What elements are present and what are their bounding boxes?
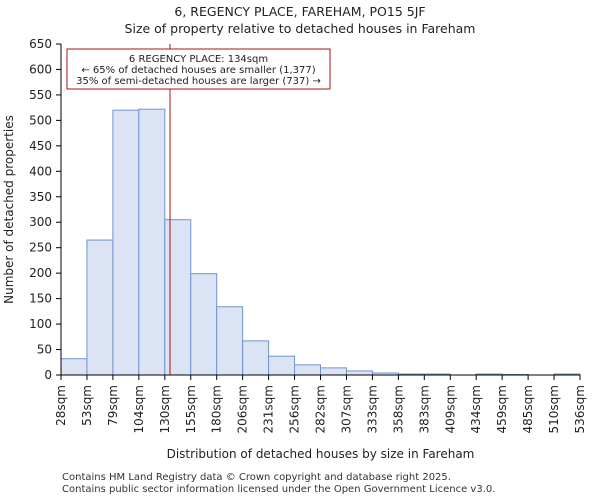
y-tick-label: 300 [29, 215, 52, 229]
x-tick-label: 28sqm [54, 385, 68, 426]
y-tick-label: 500 [29, 113, 52, 127]
x-tick-label: 307sqm [339, 385, 353, 433]
y-tick-label: 50 [37, 343, 52, 357]
bar-28sqm [60, 358, 88, 376]
x-tick-label: 130sqm [158, 385, 172, 433]
footer-line-1: Contains HM Land Registry data © Crown c… [62, 472, 451, 483]
bar-256sqm [294, 364, 321, 376]
y-axis: 0 50 100 150 200 250 300 350 400 450 500 550 600 650 [29, 37, 62, 382]
y-tick-label: 0 [44, 368, 52, 382]
x-tick-label: 510sqm [547, 385, 561, 433]
x-tick-label: 459sqm [495, 385, 509, 433]
bar-282sqm [320, 367, 347, 376]
bar-307sqm [345, 370, 373, 376]
footer-line-2: Contains public sector information licen… [62, 484, 496, 495]
x-tick-label: 155sqm [184, 385, 198, 433]
x-tick-label: 434sqm [469, 385, 483, 433]
bar-231sqm [268, 355, 296, 376]
bar-130sqm [164, 219, 192, 376]
x-tick-label: 180sqm [210, 385, 224, 433]
x-tick-label: 485sqm [521, 385, 535, 433]
chart-title: 6, REGENCY PLACE, FAREHAM, PO15 5JF [174, 4, 426, 19]
annotation-box: 6 REGENCY PLACE: 134sqm ← 65% of detache… [66, 48, 331, 90]
y-tick-label: 650 [29, 37, 52, 51]
x-tick-label: 206sqm [236, 385, 250, 433]
y-tick-label: 350 [29, 190, 52, 204]
x-tick-label: 79sqm [106, 385, 120, 426]
bar-180sqm [216, 306, 244, 376]
y-tick-label: 150 [29, 292, 52, 306]
x-tick-label: 282sqm [314, 385, 328, 433]
y-axis-label: Number of detached properties [2, 115, 16, 304]
x-tick-label: 104sqm [132, 385, 146, 433]
annotation-line-3: 35% of semi-detached houses are larger (… [76, 76, 321, 87]
annotation-line-2: ← 65% of detached houses are smaller (1,… [81, 65, 315, 76]
x-tick-label: 358sqm [391, 385, 405, 433]
y-tick-label: 100 [29, 317, 52, 331]
bar-206sqm [242, 340, 270, 376]
y-tick-label: 450 [29, 139, 52, 153]
y-tick-label: 400 [29, 164, 52, 178]
bar-104sqm [138, 108, 166, 376]
bars-group [60, 108, 581, 376]
chart-subtitle: Size of property relative to detached ho… [124, 21, 476, 36]
y-tick-label: 600 [29, 62, 52, 76]
x-tick-label: 333sqm [365, 385, 379, 433]
x-tick-label: 383sqm [417, 385, 431, 433]
bar-155sqm [190, 273, 218, 376]
y-tick-label: 250 [29, 241, 52, 255]
bar-79sqm [112, 109, 140, 376]
x-axis: 28sqm 53sqm 79sqm 104sqm 130sqm 155sqm 180sqm 2… [54, 374, 587, 433]
y-tick-label: 550 [29, 88, 52, 102]
x-axis-label: Distribution of detached houses by size … [167, 447, 475, 461]
x-tick-label: 231sqm [262, 385, 276, 433]
y-tick-label: 200 [29, 266, 52, 280]
x-tick-label: 256sqm [288, 385, 302, 433]
bar-53sqm [86, 239, 114, 376]
x-tick-label: 53sqm [80, 385, 94, 426]
x-tick-label: 536sqm [573, 385, 587, 433]
annotation-line-1: 6 REGENCY PLACE: 134sqm [129, 54, 268, 65]
x-tick-label: 409sqm [443, 385, 457, 433]
